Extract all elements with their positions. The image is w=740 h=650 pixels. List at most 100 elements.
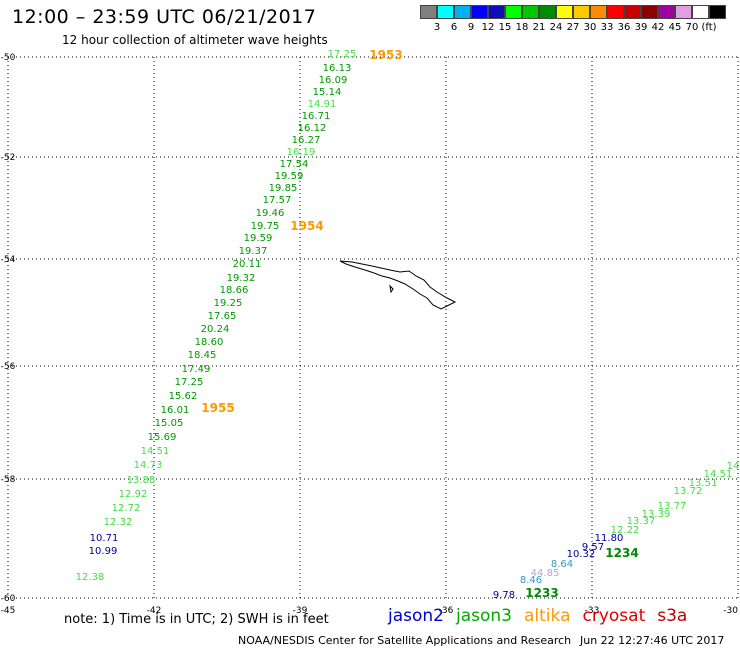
color-scale-label: 9 bbox=[467, 22, 475, 33]
color-scale-swatch bbox=[505, 5, 522, 19]
color-scale-swatch bbox=[556, 5, 573, 19]
lat-tick-label: -58 bbox=[1, 475, 16, 485]
pass-number: 1955 bbox=[201, 401, 234, 415]
color-scale-label: 33 bbox=[600, 22, 614, 33]
swh-value: 14.51 bbox=[141, 446, 170, 457]
color-scale-swatch bbox=[675, 5, 692, 19]
swh-value: 19.46 bbox=[256, 208, 285, 219]
swh-value: 8.64 bbox=[551, 559, 573, 570]
lat-tick-label: -52 bbox=[1, 153, 16, 163]
legend-item-s3a: s3a bbox=[657, 606, 688, 626]
lon-tick-label: -33 bbox=[585, 606, 600, 616]
swh-value: 16.09 bbox=[319, 75, 348, 86]
color-scale-swatch bbox=[420, 5, 437, 19]
swh-value: 13.88 bbox=[127, 475, 156, 486]
color-scale-label: 27 bbox=[566, 22, 580, 33]
units-note: note: 1) Time is in UTC; 2) SWH is in fe… bbox=[64, 612, 329, 627]
swh-value: 12.22 bbox=[611, 525, 640, 536]
color-scale-swatch bbox=[624, 5, 641, 19]
color-scale-label: (ft) bbox=[701, 22, 717, 33]
legend-item-jason2: jason2 bbox=[388, 606, 444, 626]
swh-value: 12.72 bbox=[112, 503, 141, 514]
color-scale-label: 21 bbox=[532, 22, 546, 33]
pass-number: 1954 bbox=[290, 219, 323, 233]
swh-value: 18.45 bbox=[188, 350, 217, 361]
swh-value: 19.75 bbox=[251, 221, 280, 232]
swh-value: 16.19 bbox=[287, 147, 316, 158]
color-scale-label: 42 bbox=[651, 22, 665, 33]
color-scale-swatch bbox=[454, 5, 471, 19]
color-scale-swatch bbox=[658, 5, 675, 19]
color-scale-swatch bbox=[522, 5, 539, 19]
pass-number: 1953 bbox=[369, 48, 402, 62]
legend-item-cryosat: cryosat bbox=[582, 606, 646, 626]
swh-value: 8.46 bbox=[520, 575, 542, 586]
swh-value: 16.13 bbox=[323, 63, 352, 74]
swh-value: 12.92 bbox=[119, 489, 148, 500]
swh-value: 9.57 bbox=[582, 542, 604, 553]
page-subtitle: 12 hour collection of altimeter wave hei… bbox=[62, 33, 328, 47]
satellite-legend: jason2 jason3 altika cryosat s3a bbox=[388, 606, 699, 626]
lon-tick-label: -39 bbox=[293, 606, 308, 616]
swh-value: 12.32 bbox=[104, 517, 133, 528]
swh-value: 14.91 bbox=[308, 99, 337, 110]
coastline-south-georgia bbox=[339, 260, 457, 310]
pass-number: 1234 bbox=[605, 546, 638, 560]
pass-number-labels: 1953 1954 1955 1234 1233 bbox=[201, 48, 638, 600]
swh-value: 20.11 bbox=[233, 259, 262, 270]
legend-item-altika: altika bbox=[524, 606, 571, 626]
swh-value: 13.39 bbox=[642, 509, 671, 520]
swh-value: 15.62 bbox=[169, 391, 198, 402]
swh-value: 14 bbox=[727, 461, 740, 472]
swh-value: 10.99 bbox=[89, 546, 118, 557]
color-scale-swatch bbox=[471, 5, 488, 19]
color-scale-label: 24 bbox=[549, 22, 563, 33]
swh-value: 17.25 bbox=[175, 377, 204, 388]
color-scale-swatch bbox=[641, 5, 658, 19]
color-scale-swatch bbox=[709, 5, 726, 19]
swh-value: 17.57 bbox=[263, 195, 292, 206]
swh-value: 10.32 bbox=[567, 549, 596, 560]
swh-value: 17.65 bbox=[208, 311, 237, 322]
swh-value-labels: 17.25 16.1316.0915.1414.9116.7116.1216.27… bbox=[76, 49, 740, 601]
swh-value: 14.51 bbox=[704, 469, 733, 480]
color-scale-swatch bbox=[437, 5, 454, 19]
swh-value: 19.25 bbox=[214, 298, 243, 309]
swh-value: 19.85 bbox=[269, 183, 298, 194]
swh-value: 19.37 bbox=[239, 246, 268, 257]
lat-tick-label: -54 bbox=[1, 255, 16, 265]
swh-value: 9.78 bbox=[493, 590, 515, 601]
legend-item-jason3: jason3 bbox=[456, 606, 512, 626]
swh-value: 15.05 bbox=[155, 418, 184, 429]
color-scale-label: 15 bbox=[498, 22, 512, 33]
generation-timestamp: Jun 22 12:27:46 UTC 2017 bbox=[580, 634, 725, 647]
swh-value: 13.77 bbox=[658, 501, 687, 512]
swh-value: 17.25 bbox=[328, 49, 357, 60]
swh-value: 44.85 bbox=[531, 568, 560, 579]
color-scale-swatch bbox=[539, 5, 556, 19]
swh-value: 10.71 bbox=[90, 533, 119, 544]
color-scale-swatch bbox=[488, 5, 505, 19]
swh-value: 16.27 bbox=[292, 135, 321, 146]
swh-value: 13.51 bbox=[689, 478, 718, 489]
swh-value: 19.59 bbox=[244, 233, 273, 244]
swh-value: 17.49 bbox=[182, 364, 211, 375]
color-scale-label: 3 bbox=[433, 22, 441, 33]
color-scale-label: 18 bbox=[515, 22, 529, 33]
swh-value: 15.69 bbox=[148, 432, 177, 443]
lat-tick-label: -50 bbox=[1, 53, 16, 63]
swh-value: 18.66 bbox=[220, 285, 249, 296]
color-scale-swatch bbox=[692, 5, 709, 19]
color-scale-swatch bbox=[607, 5, 624, 19]
color-scale-label: 30 bbox=[583, 22, 597, 33]
pass-number: 1233 bbox=[525, 586, 558, 600]
lat-tick-label: -60 bbox=[1, 594, 16, 604]
lon-tick-label: -36 bbox=[439, 606, 454, 616]
color-scale-swatch bbox=[573, 5, 590, 19]
swh-value: 17.54 bbox=[280, 159, 309, 170]
swh-value: 18.60 bbox=[195, 337, 224, 348]
color-scale-label: 12 bbox=[481, 22, 495, 33]
page-title: 12:00 – 23:59 UTC 06/21/2017 bbox=[12, 6, 317, 28]
swh-value: 19.59 bbox=[275, 171, 304, 182]
